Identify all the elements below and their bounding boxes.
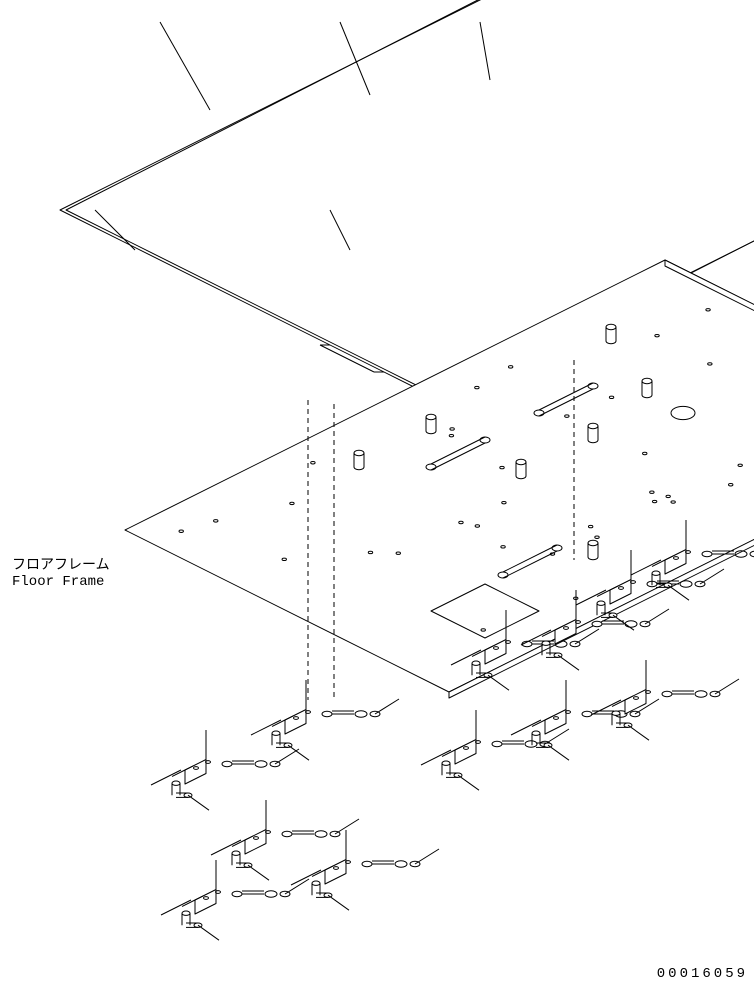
exploded-diagram bbox=[0, 0, 754, 988]
document-id: 00016059 bbox=[657, 966, 748, 982]
label-floor-frame-en: Floor Frame bbox=[12, 574, 104, 591]
label-floor-frame-jp: フロアフレーム bbox=[12, 558, 110, 575]
